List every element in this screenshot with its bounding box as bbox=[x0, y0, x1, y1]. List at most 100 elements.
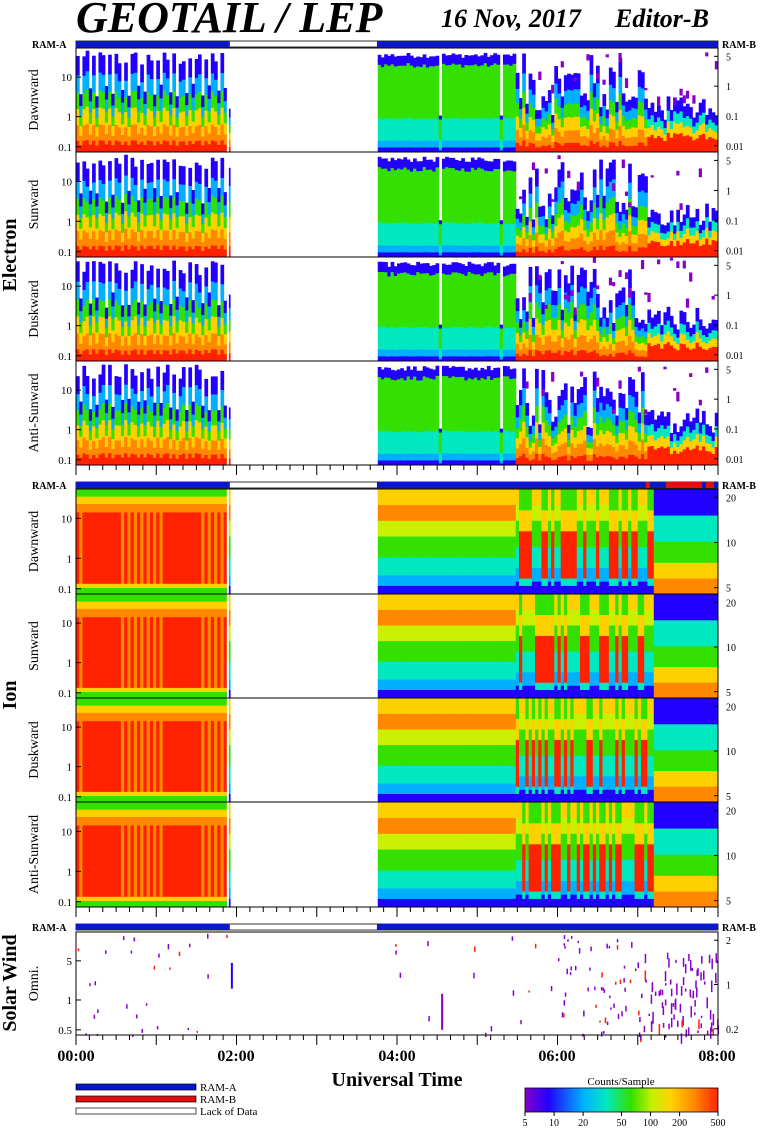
spectrogram-cell bbox=[104, 111, 109, 123]
spectrogram-cell bbox=[384, 147, 388, 153]
spectrogram-cell bbox=[502, 536, 507, 558]
spectrogram-cell bbox=[544, 305, 549, 322]
spectrogram-cell bbox=[162, 107, 167, 125]
spectrogram-cell bbox=[663, 233, 668, 240]
spectrogram-cell bbox=[567, 585, 571, 595]
spectrogram-cell bbox=[573, 238, 578, 250]
spectrogram-cell bbox=[380, 536, 385, 558]
spectrogram-cell bbox=[95, 217, 99, 229]
spectrogram-cell bbox=[197, 108, 202, 125]
spectrogram-cell bbox=[435, 557, 440, 576]
spectrogram-cell bbox=[422, 536, 427, 558]
spectrogram-cell bbox=[554, 141, 558, 153]
spectrogram-cell bbox=[159, 457, 164, 466]
spectrogram-cell bbox=[599, 131, 603, 140]
spectrogram-cell bbox=[133, 201, 138, 217]
spectrogram-cell bbox=[159, 323, 164, 335]
spectrogram-cell bbox=[457, 489, 462, 506]
spectrogram-cell bbox=[573, 346, 578, 356]
spectrogram-cell bbox=[621, 115, 626, 126]
spectrogram-cell bbox=[467, 368, 472, 379]
spectrogram-cell bbox=[214, 213, 218, 231]
spectrogram-cell bbox=[457, 356, 462, 362]
spectrogram-cell bbox=[624, 449, 629, 459]
spectrogram-cell bbox=[101, 74, 106, 93]
spectrogram-cell bbox=[88, 439, 93, 450]
spectrogram-cell bbox=[467, 679, 472, 690]
spectrogram-cell bbox=[416, 271, 420, 327]
spectrogram-cell bbox=[621, 241, 626, 251]
spectrogram-cell bbox=[130, 496, 135, 504]
spectrogram-cell bbox=[413, 536, 417, 558]
spectrogram-cell bbox=[114, 333, 119, 350]
spectrogram-cell bbox=[576, 417, 581, 432]
spectrogram-cell bbox=[120, 102, 125, 114]
spectrogram-cell bbox=[114, 107, 119, 125]
spectrogram-cell bbox=[191, 512, 196, 584]
spectrogram-cell bbox=[117, 96, 122, 113]
spectrogram-cell bbox=[377, 376, 382, 431]
spectrogram-cell bbox=[194, 110, 199, 127]
spectrogram-cell bbox=[425, 661, 430, 680]
spectrogram-cell bbox=[698, 346, 703, 362]
spectrogram-cell bbox=[409, 118, 414, 141]
spectrogram-cell bbox=[602, 327, 607, 338]
spectrogram-cell bbox=[502, 349, 507, 357]
spectrogram-cell bbox=[551, 489, 555, 511]
spectrogram-cell bbox=[413, 430, 417, 454]
spectrogram-cell bbox=[162, 453, 167, 466]
spectrogram-cell bbox=[201, 616, 205, 688]
spectrogram-cell bbox=[496, 245, 501, 253]
spectrogram-cell bbox=[615, 531, 619, 579]
spectrogram-cell bbox=[181, 503, 186, 513]
spectrogram-cell bbox=[506, 140, 510, 148]
spectrogram-cell bbox=[387, 147, 392, 153]
spectrogram-cell bbox=[435, 140, 440, 148]
spectrogram-cell bbox=[79, 401, 83, 415]
spectrogram-cell bbox=[551, 122, 555, 130]
spectrogram-cell bbox=[596, 239, 600, 250]
spectrogram-cell bbox=[544, 168, 548, 174]
spectrogram-cell bbox=[136, 616, 141, 688]
spectrogram-cell bbox=[608, 113, 613, 129]
spectrogram-cell bbox=[95, 616, 99, 688]
spectrogram-cell bbox=[586, 228, 591, 237]
spectrogram-cell bbox=[101, 601, 106, 609]
spectrogram-cell bbox=[647, 235, 652, 244]
spectrogram-cell bbox=[461, 366, 465, 377]
spectrogram-cell bbox=[207, 306, 212, 319]
spectrogram-cell bbox=[698, 329, 703, 339]
spectrogram-cell bbox=[531, 334, 536, 342]
spectrogram-cell bbox=[194, 245, 199, 258]
spectrogram-cell bbox=[470, 379, 475, 432]
spectrogram-cell bbox=[605, 186, 610, 203]
spectrogram-cell bbox=[419, 575, 424, 586]
spectrogram-cell bbox=[162, 691, 167, 699]
spectrogram-cell bbox=[528, 578, 533, 586]
spectrogram-cell bbox=[547, 228, 552, 240]
spectrogram-cell bbox=[76, 616, 80, 688]
spectrogram-cell bbox=[512, 575, 517, 586]
spectrogram-cell bbox=[413, 625, 417, 642]
spectrogram-cell bbox=[384, 168, 388, 223]
spectrogram-cell bbox=[499, 452, 504, 461]
spectrogram-cell bbox=[104, 412, 109, 425]
spectrogram-cell bbox=[666, 331, 671, 343]
spectrogram-cell bbox=[608, 230, 613, 246]
spectrogram-cell bbox=[554, 459, 558, 466]
spectrogram-cell bbox=[689, 217, 693, 228]
spectrogram-cell bbox=[117, 335, 122, 351]
spectrogram-cell bbox=[689, 235, 693, 244]
spectrogram-cell bbox=[518, 342, 523, 350]
spectrogram-cell bbox=[589, 460, 594, 466]
spectrogram-cell bbox=[538, 225, 542, 235]
spectrogram-cell bbox=[82, 161, 87, 181]
spectrogram-cell bbox=[191, 238, 196, 250]
spectrogram-cell bbox=[493, 585, 498, 595]
spectrogram-cell bbox=[419, 609, 424, 626]
spectrogram-cell bbox=[197, 691, 202, 699]
spectrogram-cell bbox=[92, 182, 96, 200]
spectrogram-cell bbox=[432, 56, 437, 67]
spectrogram-cell bbox=[502, 557, 507, 576]
spectrogram-cell bbox=[79, 116, 83, 127]
